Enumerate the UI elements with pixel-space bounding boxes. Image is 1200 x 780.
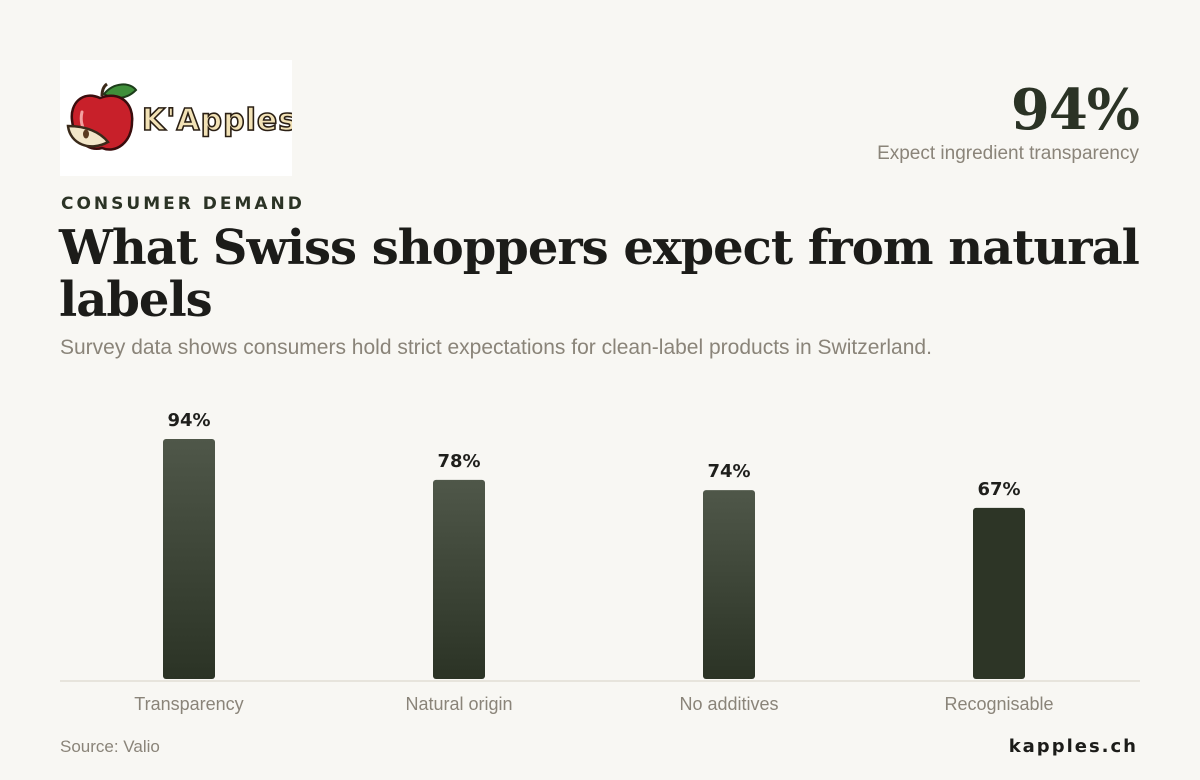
bar-value-label: 94% xyxy=(167,410,210,431)
category-label: No additives xyxy=(679,694,778,714)
kpi-label: Expect ingredient transparency xyxy=(877,143,1139,164)
category-label: Recognisable xyxy=(944,694,1053,714)
category-label: Transparency xyxy=(134,694,243,714)
kpi-value: 94% xyxy=(1010,77,1140,143)
chart-subtitle: Survey data shows consumers hold strict … xyxy=(60,336,932,359)
bar-transparency xyxy=(163,439,215,679)
eyebrow-label: CONSUMER DEMAND xyxy=(61,194,305,214)
bar-natural-origin xyxy=(433,479,485,679)
category-label: Natural origin xyxy=(405,694,512,714)
bar-no-additives xyxy=(703,490,755,679)
bar-recognisable xyxy=(973,507,1025,679)
apple-logo-icon: K'Apples xyxy=(66,82,292,151)
logo-box: K'Apples xyxy=(60,60,292,176)
chart-title: What Swiss shoppers expect from natural … xyxy=(59,220,1140,328)
bar-value-label: 78% xyxy=(437,451,480,472)
logo-wordmark: K'Apples xyxy=(142,103,292,138)
bar-value-label: 74% xyxy=(707,461,750,482)
kpi-block: 94% Expect ingredient transparency xyxy=(877,77,1140,166)
source-note: Source: Valio xyxy=(60,737,160,756)
site-url: kapples.ch xyxy=(1008,736,1138,757)
bar-value-label: 67% xyxy=(977,479,1020,500)
